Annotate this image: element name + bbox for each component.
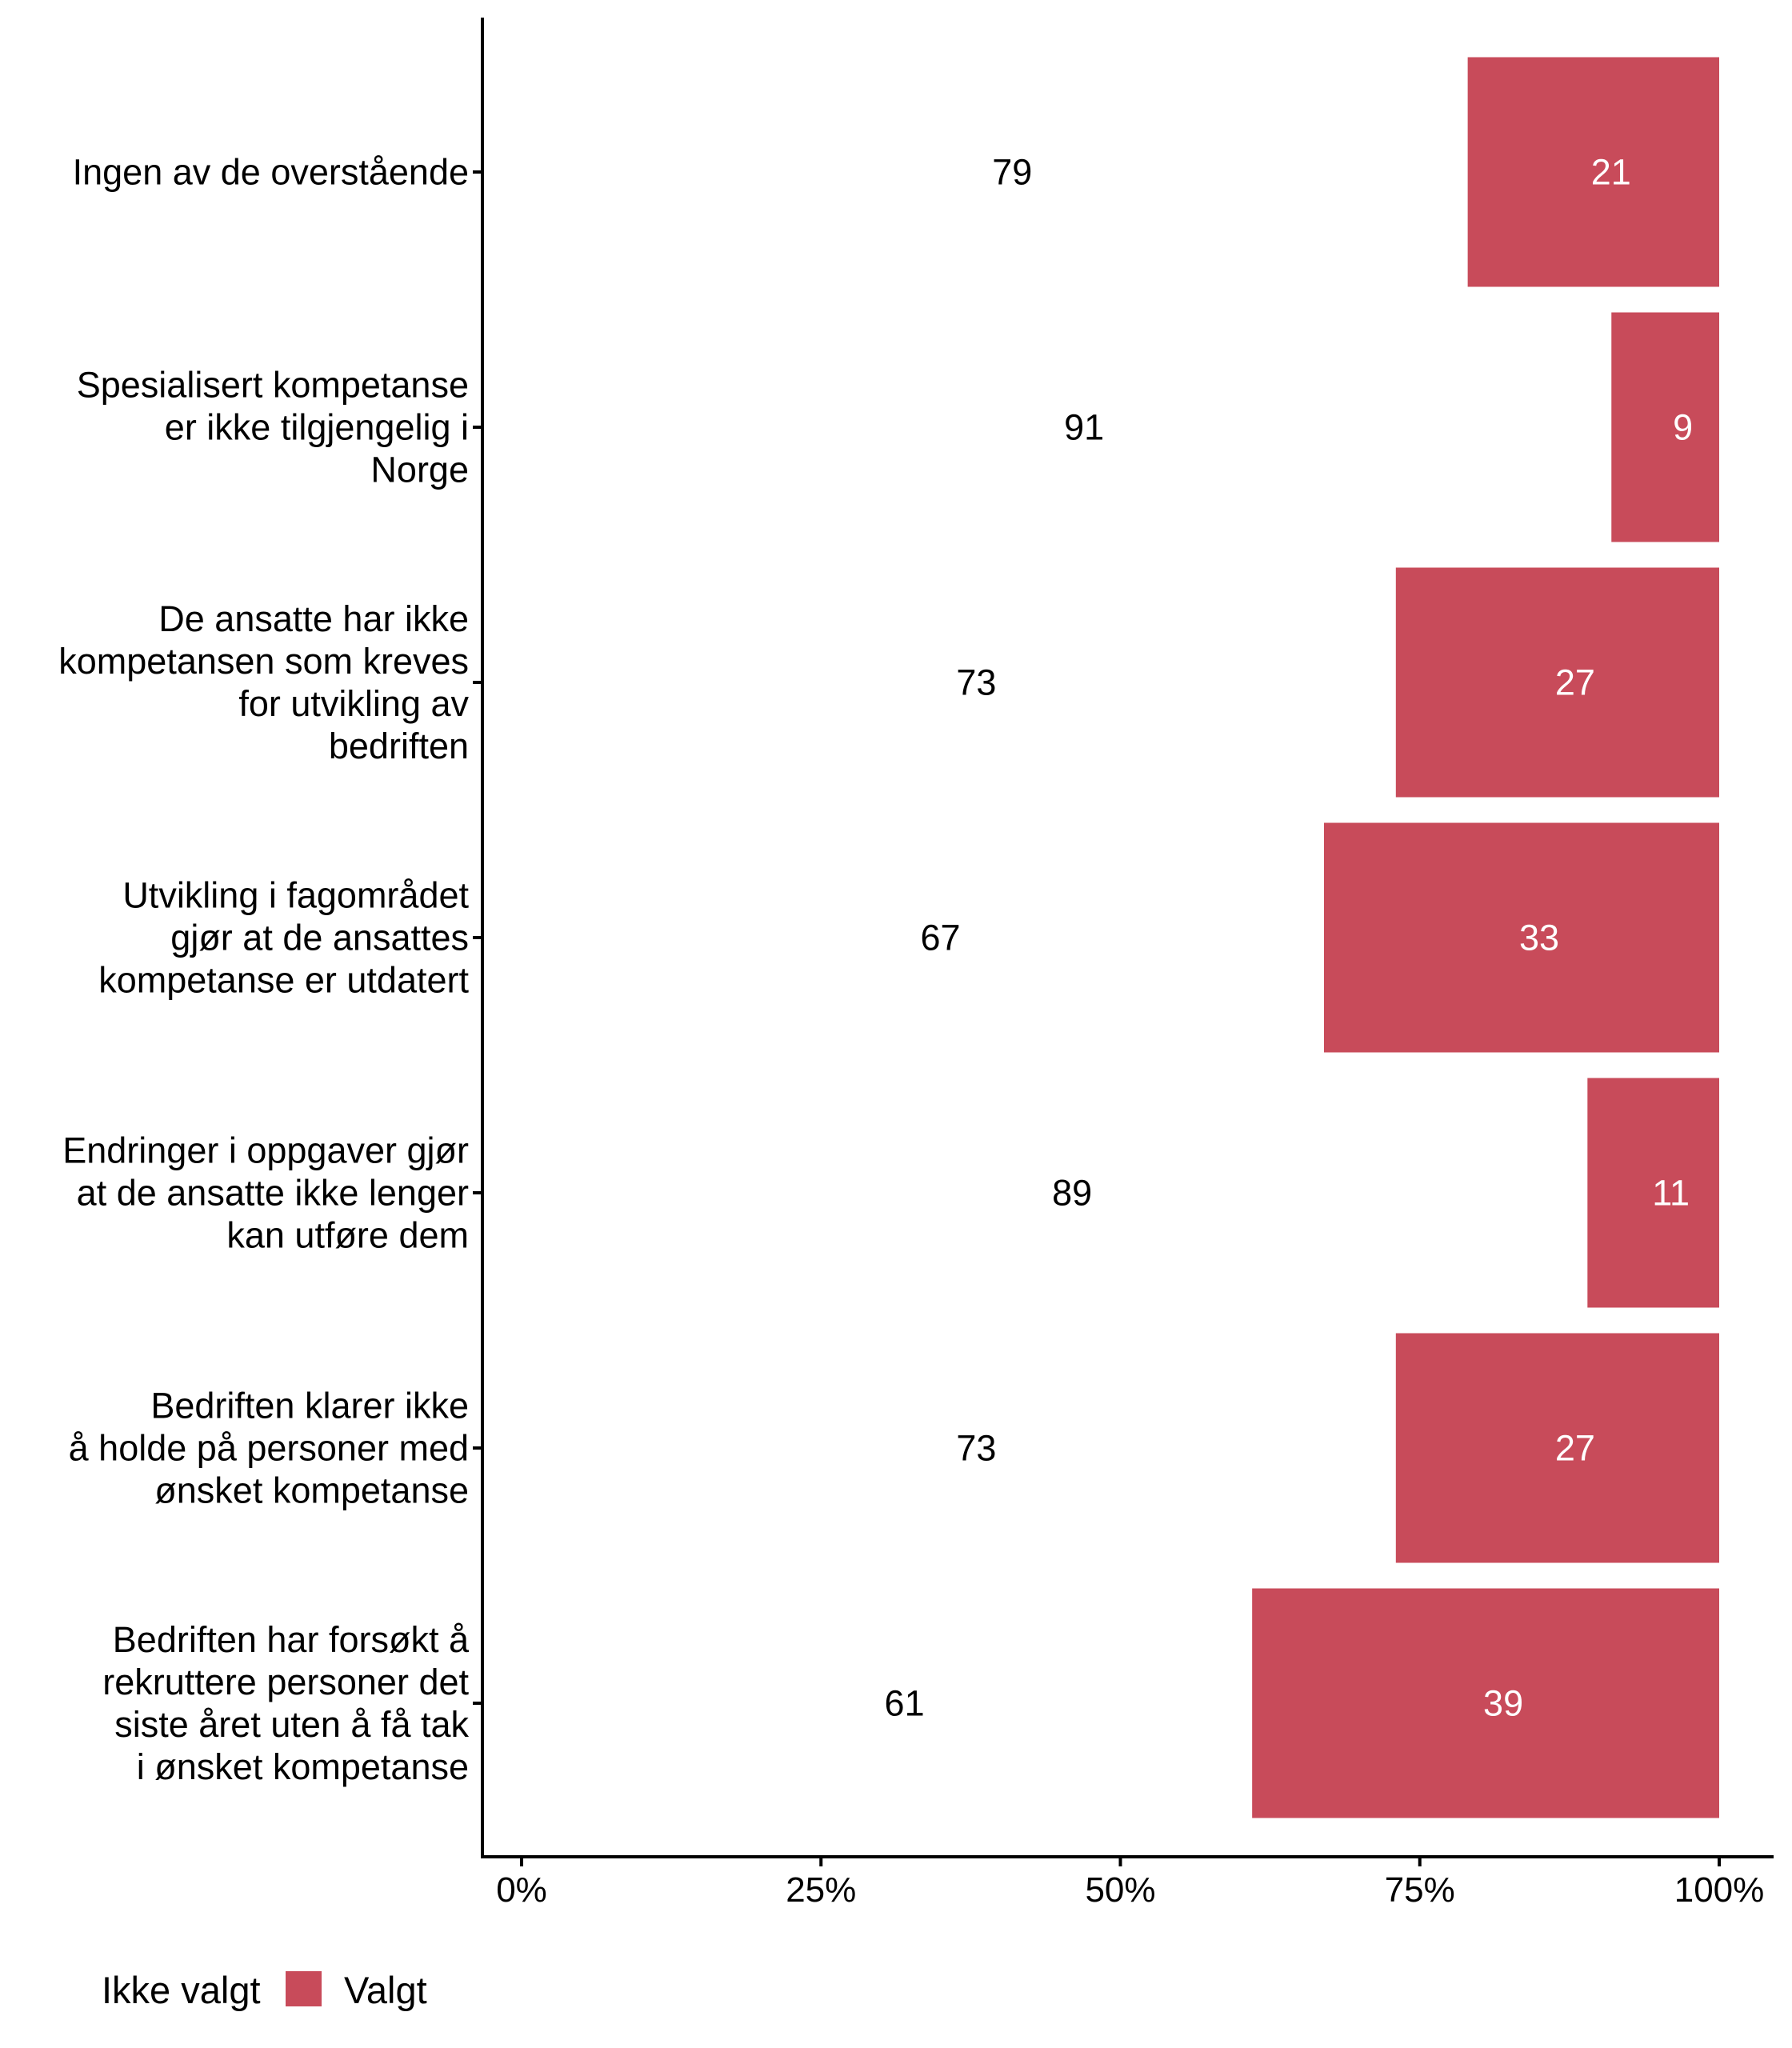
bar-ikke-valgt-7 — [522, 1588, 1253, 1818]
category-label-line: gjør at de ansattes — [170, 918, 469, 958]
category-label: Bedriften klarer ikke å holde på personer… — [69, 1386, 469, 1511]
legend-swatch-ikke-valgt — [60, 1971, 96, 2006]
category-label-line: å holde på personer med — [69, 1428, 469, 1469]
y-axis: Ingen av de overstående Spesialisert komp… — [58, 18, 484, 1858]
category-label-line: rekruttere personer det — [102, 1662, 469, 1702]
category-label-line: Endringer i oppgaver gjør — [62, 1130, 469, 1171]
bar-valgt-3 — [1395, 567, 1719, 798]
category-label-line: bedriften — [329, 726, 469, 766]
category-label: Endringer i oppgaver gjør at de ansatte i… — [62, 1130, 469, 1256]
category-label-line: kompetansen som kreves — [58, 641, 469, 682]
bar-valgt-2 — [1611, 312, 1719, 542]
value-label-valgt-6: 27 — [1555, 1428, 1595, 1469]
value-label-ikke-valgt-3: 73 — [956, 662, 996, 703]
bar-ikke-valgt-2 — [522, 312, 1612, 542]
legend: Ikke valgt Valgt — [60, 1969, 427, 2011]
category-label-line: De ansatte har ikke — [158, 598, 469, 639]
value-labels-layer: 79 21 91 9 73 27 67 33 89 11 73 27 61 39 — [885, 152, 1694, 1724]
category-label-line: ønsket kompetanse — [154, 1470, 469, 1511]
x-axis: 0% 25% 50% 75% 100% — [481, 1855, 1774, 1910]
category-label-line: Spesialisert kompetanse — [77, 365, 469, 406]
category-label-line: er ikke tilgjengelig i — [165, 407, 469, 448]
value-label-ikke-valgt-4: 67 — [920, 918, 960, 958]
legend-label-valgt: Valgt — [344, 1969, 427, 2011]
value-label-valgt-1: 21 — [1591, 152, 1631, 193]
value-label-valgt-5: 11 — [1652, 1173, 1690, 1214]
bar-valgt-5 — [1587, 1078, 1719, 1308]
category-label: De ansatte har ikke kompetansen som kreve… — [58, 598, 469, 766]
category-label-line: Utvikling i fagområdet — [122, 875, 469, 916]
category-label-line: Bedriften har forsøkt å — [113, 1619, 470, 1660]
bar-valgt-4 — [1323, 822, 1719, 1053]
bar-ikke-valgt-1 — [522, 57, 1468, 287]
bar-valgt-6 — [1395, 1333, 1719, 1563]
bar-valgt-7 — [1252, 1588, 1719, 1818]
legend-swatch-valgt — [286, 1971, 322, 2006]
value-label-valgt-3: 27 — [1555, 662, 1595, 703]
category-label-line: Bedriften klarer ikke — [150, 1386, 469, 1426]
value-label-valgt-7: 39 — [1483, 1683, 1523, 1724]
category-label-line: i ønsket kompetanse — [137, 1746, 469, 1787]
x-tick-label: 0% — [496, 1870, 547, 1910]
category-label-line: kompetanse er utdatert — [98, 960, 469, 1001]
category-label: Bedriften har forsøkt å rekruttere person… — [102, 1619, 470, 1787]
category-label-line: kan utføre dem — [226, 1215, 469, 1256]
bars-layer — [522, 57, 1719, 1818]
value-label-ikke-valgt-6: 73 — [956, 1428, 996, 1469]
bar-ikke-valgt-6 — [522, 1333, 1396, 1563]
category-label: Spesialisert kompetanse er ikke tilgjenge… — [77, 365, 469, 490]
bar-ikke-valgt-4 — [522, 822, 1324, 1053]
value-label-ikke-valgt-5: 89 — [1052, 1173, 1092, 1214]
category-label-line: at de ansatte ikke lenger — [77, 1173, 469, 1214]
value-label-ikke-valgt-1: 79 — [992, 152, 1032, 193]
value-label-valgt-2: 9 — [1673, 407, 1693, 448]
category-label-line: for utvikling av — [238, 683, 469, 724]
category-label: Utvikling i fagområdet gjør at de ansatte… — [98, 875, 469, 1001]
bar-valgt-1 — [1467, 57, 1719, 287]
category-label-line: Ingen av de overstående — [73, 152, 469, 193]
x-tick-label: 75% — [1385, 1870, 1455, 1910]
value-label-ikke-valgt-7: 61 — [885, 1683, 925, 1724]
value-label-ikke-valgt-2: 91 — [1064, 407, 1104, 448]
bar-ikke-valgt-5 — [522, 1078, 1588, 1308]
bar-ikke-valgt-3 — [522, 567, 1396, 798]
x-tick-label: 100% — [1674, 1870, 1765, 1910]
category-label: Ingen av de overstående — [73, 152, 469, 193]
category-label-line: siste året uten å få tak — [114, 1704, 469, 1745]
category-label-line: Norge — [370, 450, 469, 490]
value-label-valgt-4: 33 — [1519, 918, 1559, 958]
legend-label-ikke-valgt: Ikke valgt — [102, 1969, 261, 2011]
x-tick-label: 25% — [786, 1870, 856, 1910]
x-tick-label: 50% — [1085, 1870, 1155, 1910]
